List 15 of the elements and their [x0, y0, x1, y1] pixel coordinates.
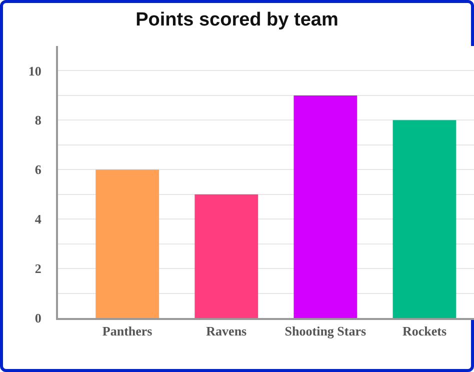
bar: [294, 95, 358, 318]
chart-title: Points scored by team: [136, 9, 338, 30]
y-tick-label: 4: [34, 212, 42, 227]
bar: [96, 170, 160, 318]
x-tick-label: Shooting Stars: [284, 324, 366, 339]
bar: [392, 120, 456, 318]
bar: [194, 194, 258, 318]
y-tick-label: 2: [34, 261, 42, 276]
x-tick-label: Panthers: [102, 324, 152, 339]
y-tick-label: 10: [28, 63, 42, 78]
x-tick-label: Rockets: [402, 324, 447, 339]
x-tick-label: Ravens: [206, 324, 247, 339]
y-tick-label: 6: [34, 162, 42, 178]
y-tick-label: 8: [34, 112, 42, 128]
y-tick-label: 0: [34, 310, 42, 326]
